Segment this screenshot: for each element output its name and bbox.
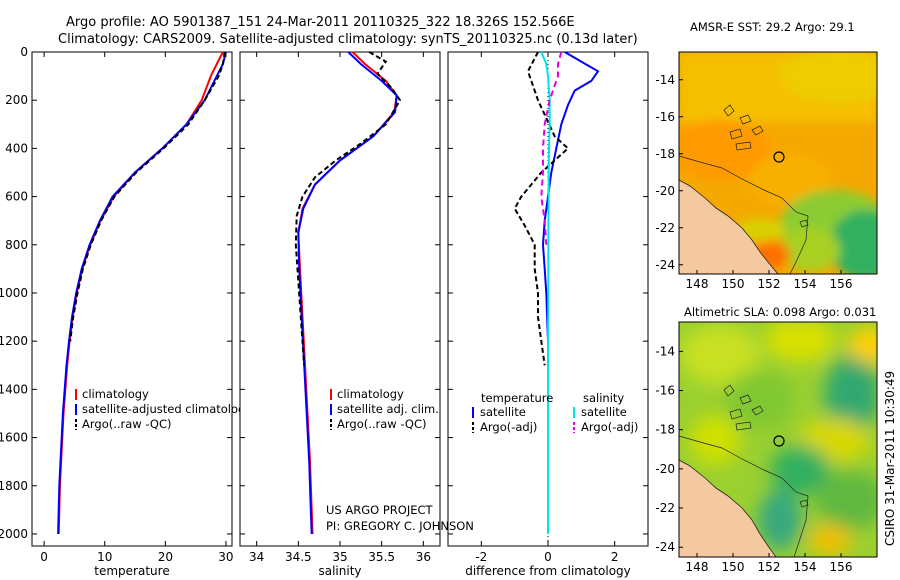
difference-legend-label: Argo(-adj) xyxy=(581,420,638,434)
difference-legend-label: Argo(-adj) xyxy=(480,420,537,434)
temperature-xtick-label: 0 xyxy=(40,550,48,564)
salinity-xtick-label: 35.5 xyxy=(368,550,395,564)
salinity-xtick-label: 35 xyxy=(332,550,347,564)
difference-legend-label: satellite xyxy=(480,405,526,419)
difference-series-temperature-argo-adj- xyxy=(513,51,570,366)
salinity-xlabel: salinity xyxy=(318,564,361,578)
sla-map-xtick-label: 150 xyxy=(722,560,745,574)
sla-field-texture xyxy=(680,322,877,556)
sst-axes: 148 150 152 154 156 -14 -16 -18 -20 -22 -24 xyxy=(655,73,852,291)
temperature-xtick-label: 20 xyxy=(158,550,173,564)
temperature-legend-label: Argo(..raw -QC) xyxy=(82,417,172,431)
sst-map-xtick-label: 152 xyxy=(758,277,781,291)
temperature-legend-label: climatology xyxy=(82,387,149,401)
sla-map-ytick-label: -14 xyxy=(655,344,675,358)
temperature-ytick-label: 2000 xyxy=(0,527,28,541)
temperature-series-argo-raw-qc- xyxy=(69,51,226,342)
salinity-legend-label: satellite adj. clim. xyxy=(337,402,439,416)
sst-map-ytick-label: -16 xyxy=(655,110,675,124)
sst-map-frame xyxy=(678,51,878,275)
sst-land xyxy=(679,179,779,274)
header-subtitle: Climatology: CARS2009. Satellite-adjuste… xyxy=(58,32,638,47)
salinity-xtick-label: 36 xyxy=(416,550,431,564)
temperature-xlabel: temperature xyxy=(94,564,169,578)
sla-map-ytick-label: -24 xyxy=(655,540,675,554)
sla-shelf-contour xyxy=(679,435,809,557)
sla-axes: 148 150 152 154 156 -14 -16 -18 -20 -22 -24 xyxy=(655,344,852,574)
sla-map: Altimetric SLA: 0.098 Argo: 0.031 xyxy=(655,305,878,574)
salinity-plot-frame xyxy=(239,51,441,547)
sst-map-ytick-label: -22 xyxy=(655,221,675,235)
sst-field-texture xyxy=(679,52,877,274)
sst-map-ytick-label: -20 xyxy=(655,184,675,198)
project-name: US ARGO PROJECT xyxy=(326,503,434,517)
temperature-ytick-label: 600 xyxy=(5,190,28,204)
sst-map-ytick-label: -14 xyxy=(655,73,675,87)
salinity-xtick-label: 34 xyxy=(249,550,264,564)
temperature-panel: 0 10 20 30 0 200 400 600 800 1000 1200 1400 1600 1800… xyxy=(0,45,252,578)
difference-xlabel: difference from climatology xyxy=(465,564,631,578)
temperature-ytick-label: 0 xyxy=(20,45,28,59)
sst-reefs xyxy=(723,104,809,228)
salinity-series-satellite-adj-clim- xyxy=(297,51,398,535)
sla-map-ytick-label: -22 xyxy=(655,501,675,515)
sla-map-xtick-label: 148 xyxy=(686,560,709,574)
sla-land xyxy=(679,459,777,557)
sla-map-xtick-label: 152 xyxy=(758,560,781,574)
sla-map-ytick-label: -16 xyxy=(655,384,675,398)
sst-argo-location xyxy=(773,151,785,163)
temperature-ytick-label: 1000 xyxy=(0,286,28,300)
sst-map: AMSR-E SST: 29.2 Argo: 29.1 148 150 152 154… xyxy=(655,20,878,291)
sst-map-xtick-label: 154 xyxy=(794,277,817,291)
sla-map-xtick-label: 154 xyxy=(794,560,817,574)
difference-legend-header: salinity xyxy=(583,391,624,405)
temperature-ytick-label: 1200 xyxy=(0,334,28,348)
sla-map-xtick-label: 156 xyxy=(830,560,853,574)
temperature-ytick-label: 1600 xyxy=(0,431,28,445)
sst-map-ytick-label: -18 xyxy=(655,147,675,161)
sst-map-xtick-label: 148 xyxy=(686,277,709,291)
temperature-xtick-label: 10 xyxy=(97,550,112,564)
sla-map-ytick-label: -18 xyxy=(655,423,675,437)
project-pi: PI: GREGORY C. JOHNSON xyxy=(326,519,474,533)
temperature-ytick-label: 1800 xyxy=(0,479,28,493)
difference-legend-header: temperature xyxy=(481,391,553,405)
sla-reefs xyxy=(723,384,809,508)
sla-map-frame xyxy=(678,321,878,558)
temperature-legend-label: satellite-adjusted climatology xyxy=(82,402,252,416)
salinity-panel: 34 34.5 35 35.5 36 salinity climatologysatelli… xyxy=(239,51,441,578)
difference-xtick-label: 2 xyxy=(611,550,619,564)
difference-legend-label: satellite xyxy=(581,405,627,419)
sla-map-title: Altimetric SLA: 0.098 Argo: 0.031 xyxy=(684,305,876,319)
temperature-ytick-label: 200 xyxy=(5,93,28,107)
difference-xtick-label: -2 xyxy=(475,550,487,564)
sst-map-xtick-label: 156 xyxy=(830,277,853,291)
temperature-ytick-label: 800 xyxy=(5,238,28,252)
salinity-series-argo-raw-qc- xyxy=(294,51,402,366)
temperature-ytick-label: 1400 xyxy=(0,382,28,396)
temperature-ytick-label: 400 xyxy=(5,141,28,155)
header-title: Argo profile: AO 5901387_151 24-Mar-2011… xyxy=(66,15,575,30)
sst-map-title: AMSR-E SST: 29.2 Argo: 29.1 xyxy=(690,20,855,34)
difference-series-salinity-satellite xyxy=(540,51,551,534)
side-stamp: CSIRO 31-Mar-2011 10:30:49 xyxy=(883,371,897,546)
salinity-xtick-label: 34.5 xyxy=(285,550,312,564)
sla-map-ytick-label: -20 xyxy=(655,462,675,476)
salinity-legend-label: climatology xyxy=(337,387,404,401)
sst-map-ytick-label: -24 xyxy=(655,258,675,272)
sst-shelf-contour xyxy=(679,155,809,274)
sst-map-xtick-label: 150 xyxy=(722,277,745,291)
salinity-legend-label: Argo(..raw -QC) xyxy=(337,417,427,431)
temperature-plot-frame xyxy=(31,51,233,547)
sla-argo-location xyxy=(773,435,785,447)
difference-xtick-label: 0 xyxy=(544,550,552,564)
temperature-xtick-label: 30 xyxy=(218,550,233,564)
